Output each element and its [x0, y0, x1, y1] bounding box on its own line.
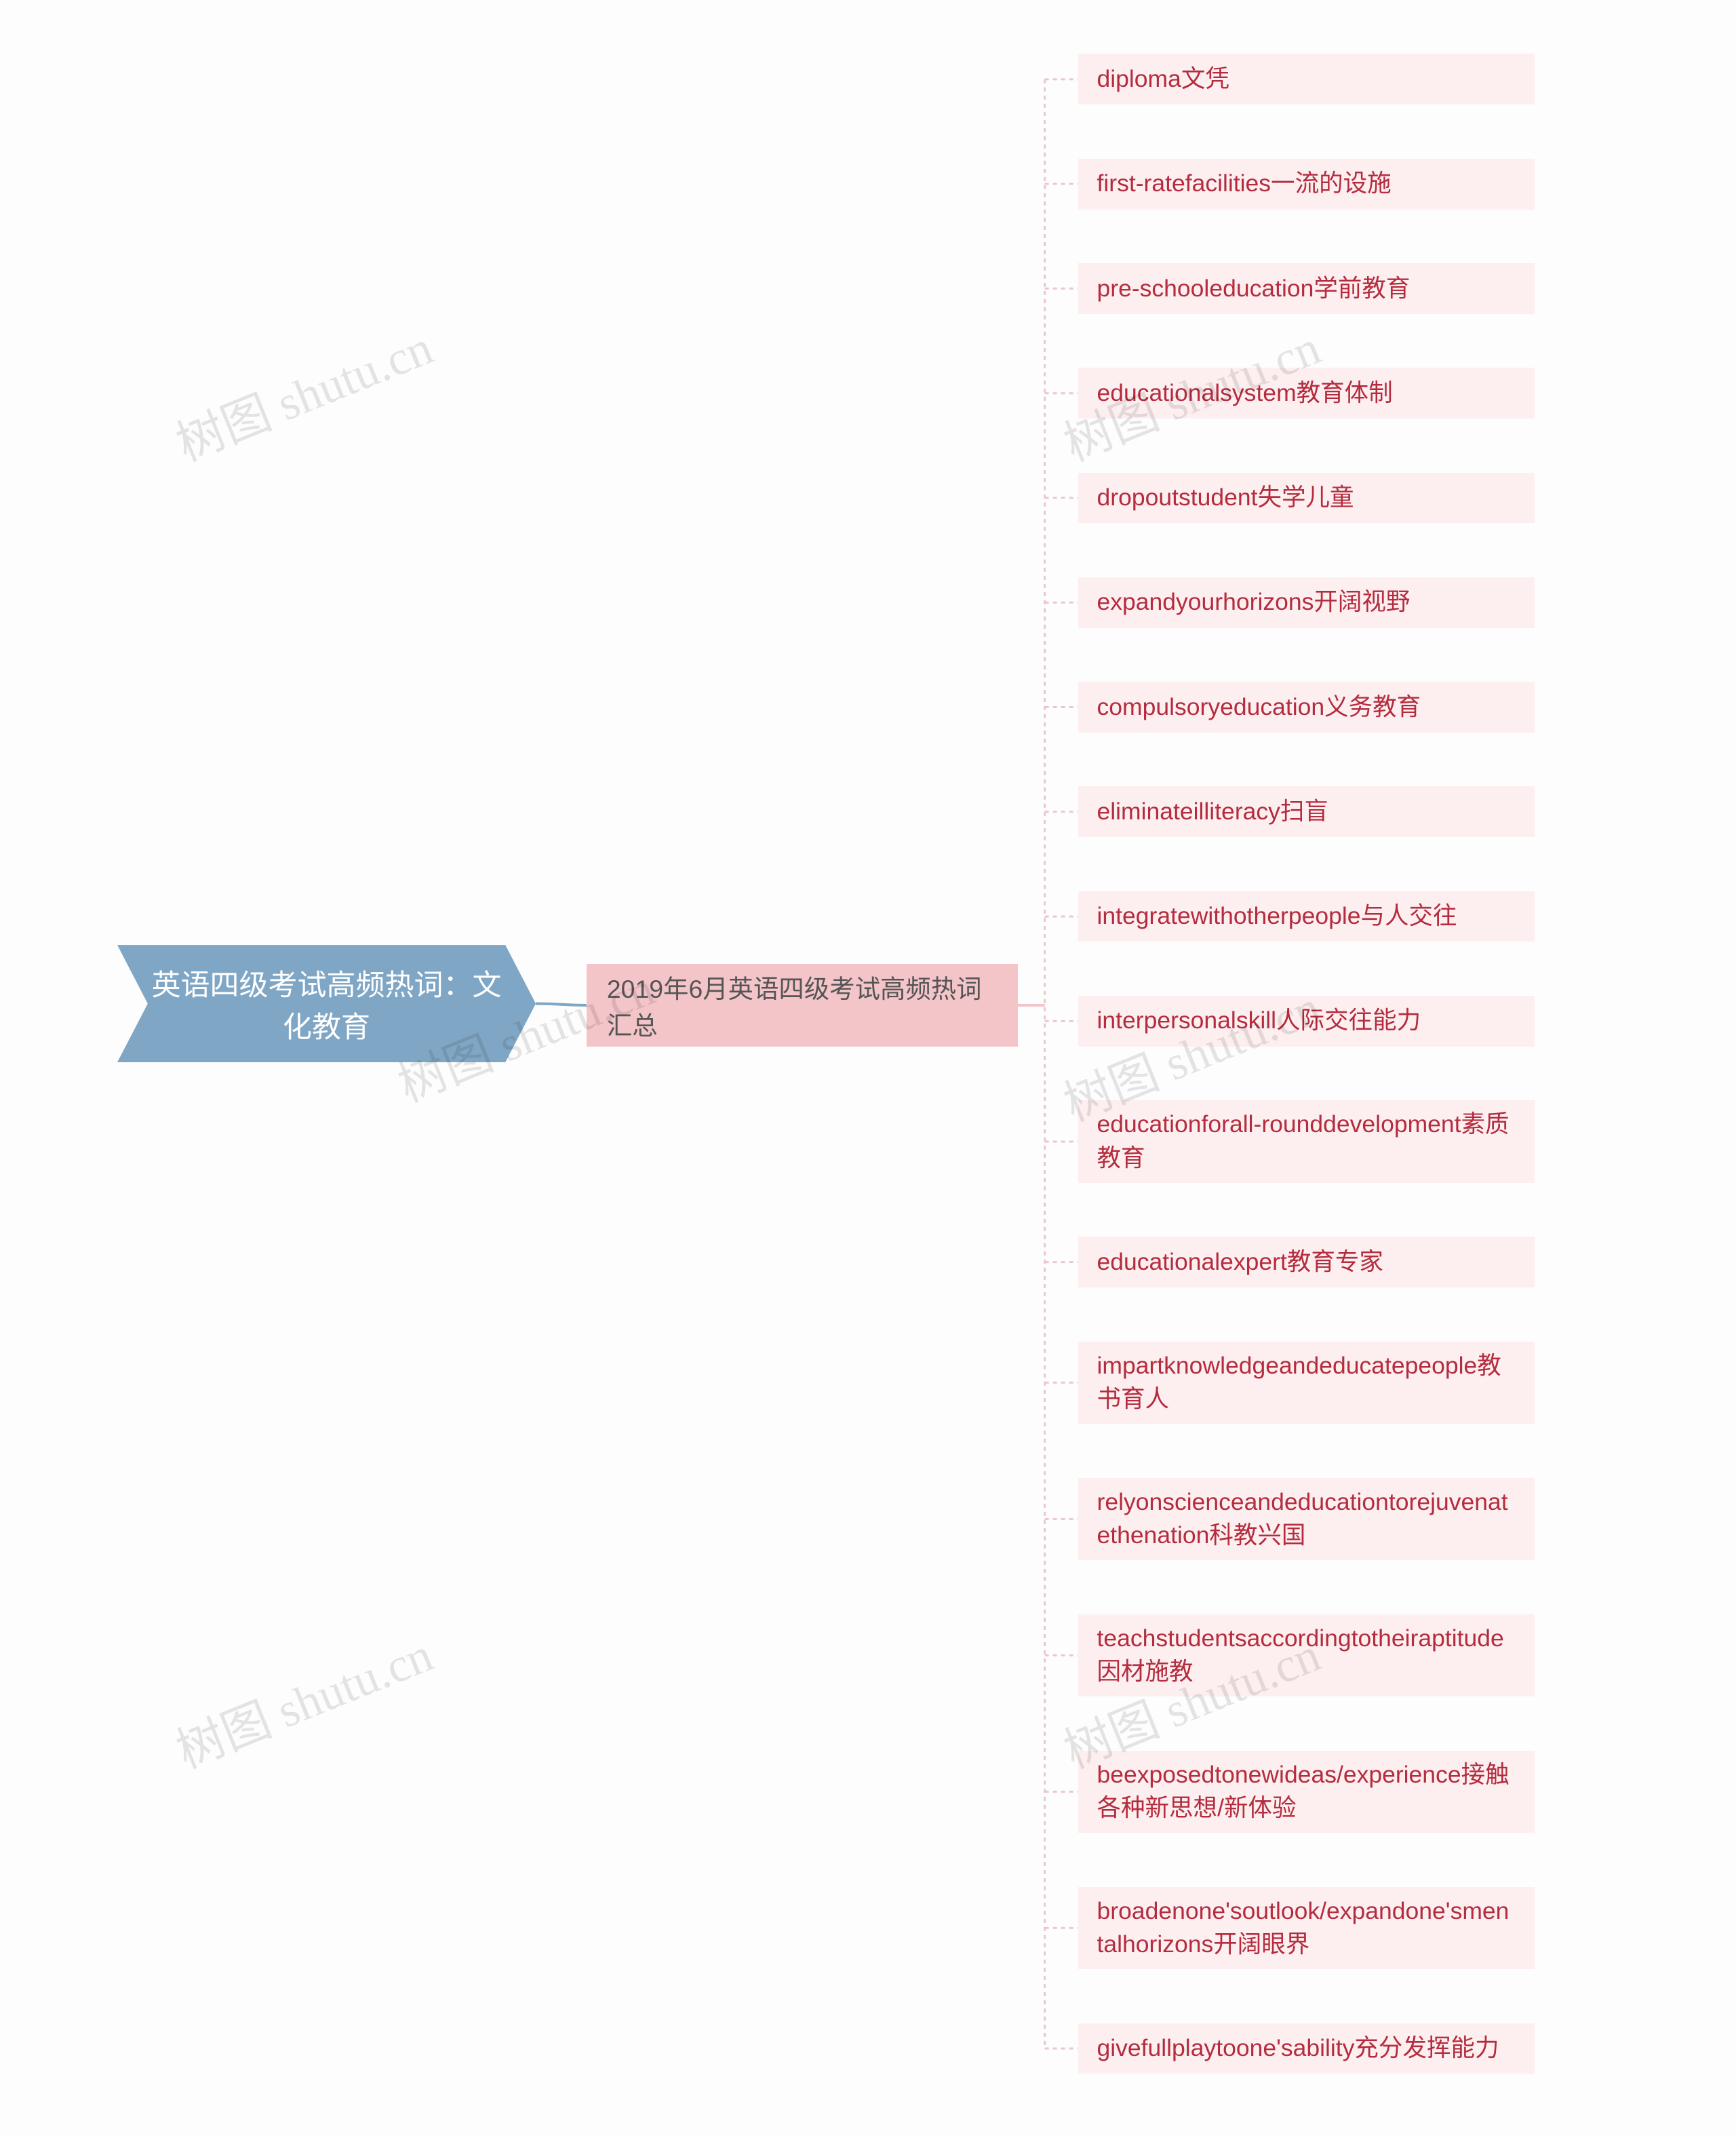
leaf-node[interactable]: givefullplaytoone'sability充分发挥能力: [1078, 2023, 1535, 2074]
leaf-node[interactable]: eliminateilliteracy扫盲: [1078, 786, 1535, 837]
leaf-node[interactable]: dropoutstudent失学儿童: [1078, 473, 1535, 524]
watermark: 树图 shutu.cn: [164, 309, 441, 475]
leaf-node[interactable]: relyonscienceandeducationtorejuvenatethe…: [1078, 1478, 1535, 1561]
leaf-node[interactable]: broadenone'soutlook/expandone'smentalhor…: [1078, 1887, 1535, 1970]
leaf-node[interactable]: integratewithotherpeople与人交往: [1078, 891, 1535, 942]
leaf-node[interactable]: expandyourhorizons开阔视野: [1078, 577, 1535, 628]
leaf-node[interactable]: interpersonalskill人际交往能力: [1078, 996, 1535, 1047]
leaf-node[interactable]: educationalexpert教育专家: [1078, 1237, 1535, 1287]
watermark: 树图 shutu.cn: [164, 1616, 441, 1782]
leaf-node[interactable]: educationalsystem教育体制: [1078, 368, 1535, 419]
root-node[interactable]: 英语四级考试高频热词：文化教育: [117, 945, 536, 1062]
leaf-node[interactable]: pre-schooleducation学前教育: [1078, 263, 1535, 314]
leaf-node[interactable]: compulsoryeducation义务教育: [1078, 682, 1535, 733]
leaf-node[interactable]: impartknowledgeandeducatepeople教书育人: [1078, 1342, 1535, 1424]
leaf-node[interactable]: beexposedtonewideas/experience接触各种新思想/新体…: [1078, 1751, 1535, 1833]
leaf-node[interactable]: educationforall-rounddevelopment素质教育: [1078, 1100, 1535, 1183]
mid-node[interactable]: 2019年6月英语四级考试高频热词汇总: [587, 964, 1018, 1047]
leaf-node[interactable]: first-ratefacilities一流的设施: [1078, 159, 1535, 210]
leaf-node[interactable]: diploma文凭: [1078, 54, 1535, 104]
leaf-node[interactable]: teachstudentsaccordingtotheiraptitude因材施…: [1078, 1614, 1535, 1697]
